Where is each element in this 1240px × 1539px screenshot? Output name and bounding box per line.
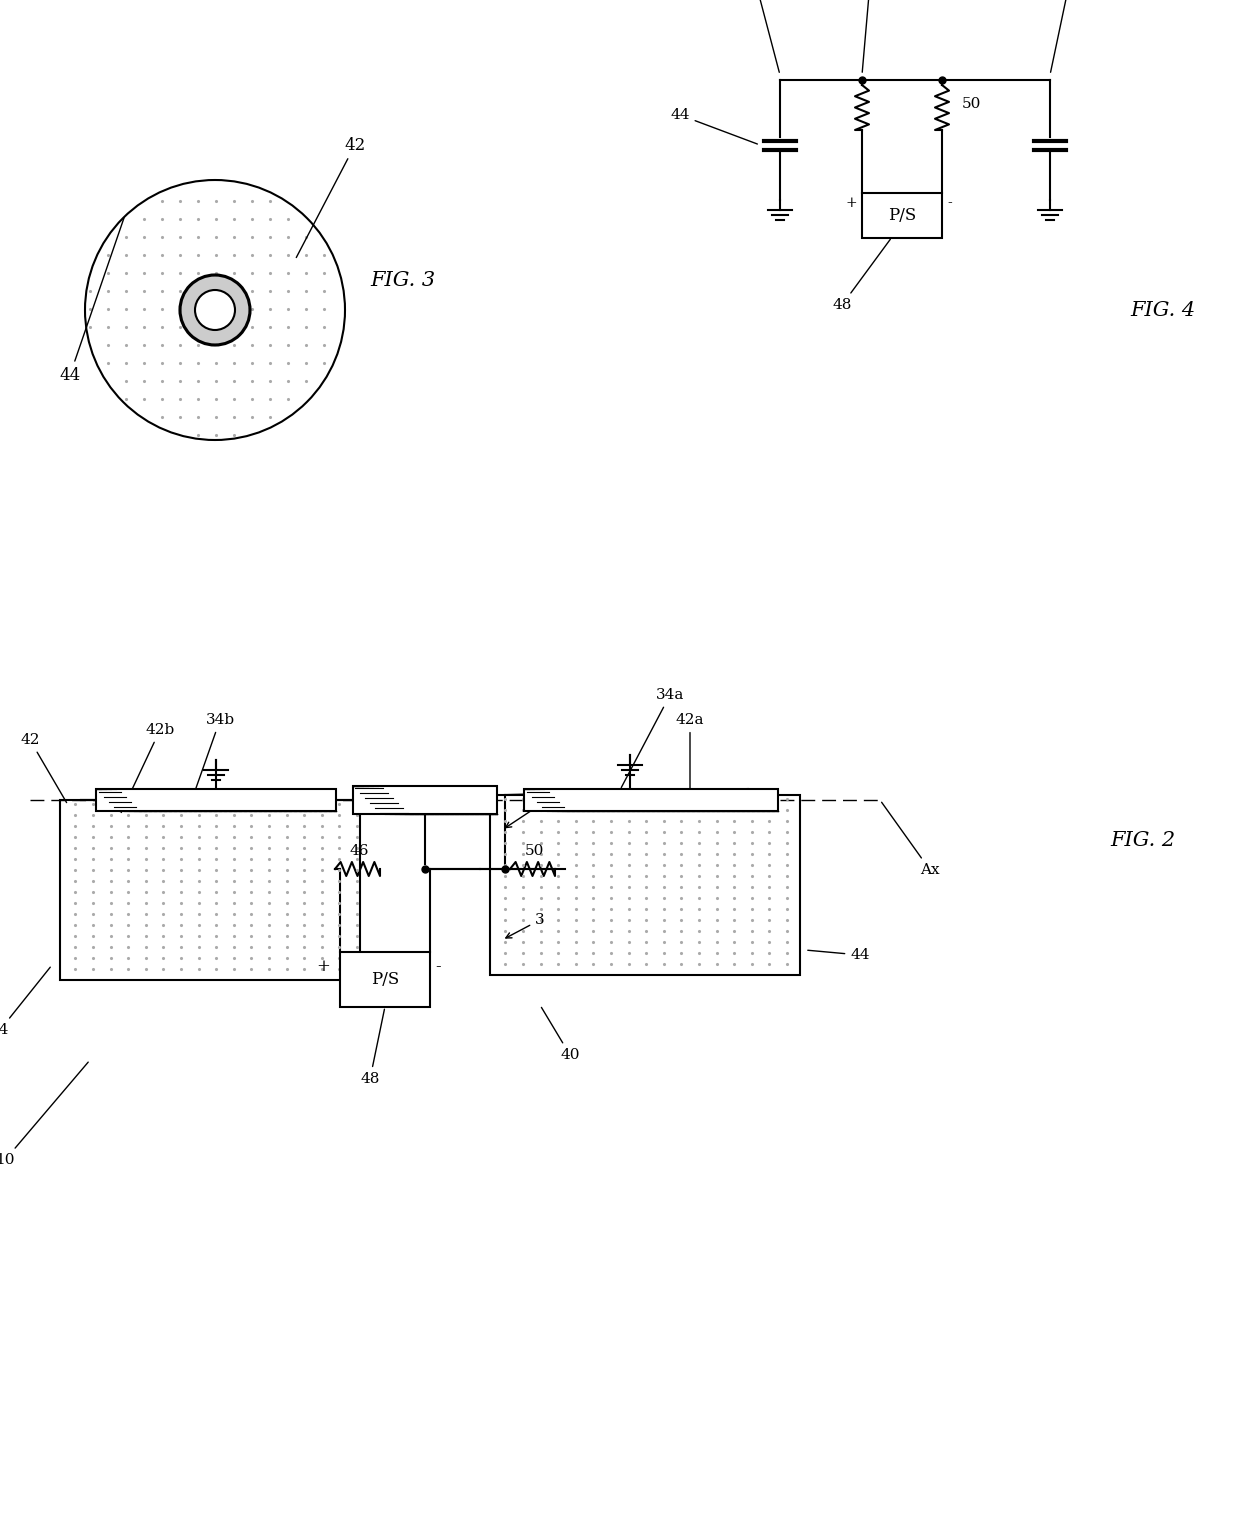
Bar xyxy=(95,790,336,811)
Text: 42a: 42a xyxy=(1050,0,1084,72)
Text: FIG. 2: FIG. 2 xyxy=(1110,831,1176,850)
Text: +: + xyxy=(316,957,330,976)
Text: 46: 46 xyxy=(862,0,882,72)
Text: P/S: P/S xyxy=(888,206,916,223)
Text: 40: 40 xyxy=(542,1008,580,1062)
Bar xyxy=(862,192,942,237)
Text: 3: 3 xyxy=(506,913,544,937)
Text: +: + xyxy=(846,195,857,209)
Text: 44: 44 xyxy=(60,217,124,383)
Text: -: - xyxy=(947,195,952,209)
Text: 44: 44 xyxy=(807,948,869,962)
Text: 42b: 42b xyxy=(740,0,779,72)
Text: 42b: 42b xyxy=(122,723,175,813)
Text: 34: 34 xyxy=(0,966,51,1037)
Text: 48: 48 xyxy=(832,239,890,312)
Circle shape xyxy=(195,289,236,329)
Bar xyxy=(490,796,800,976)
Bar xyxy=(353,786,497,814)
Circle shape xyxy=(86,180,345,440)
Text: 50: 50 xyxy=(525,843,544,859)
Text: 34a: 34a xyxy=(621,688,684,788)
Text: 42: 42 xyxy=(296,137,366,257)
Text: 42: 42 xyxy=(20,733,67,803)
Text: 48: 48 xyxy=(361,1010,384,1087)
Text: 10: 10 xyxy=(0,1062,88,1167)
Text: 3: 3 xyxy=(506,799,544,828)
Text: Ax: Ax xyxy=(882,802,940,877)
Text: 46: 46 xyxy=(350,843,370,859)
Text: -: - xyxy=(435,957,440,976)
Text: 42a: 42a xyxy=(676,713,704,808)
Text: P/S: P/S xyxy=(371,971,399,988)
Bar xyxy=(340,951,430,1007)
Bar xyxy=(60,800,360,980)
Circle shape xyxy=(180,275,250,345)
Text: 44: 44 xyxy=(671,108,758,145)
Text: FIG. 3: FIG. 3 xyxy=(370,271,435,289)
Bar xyxy=(525,790,779,811)
Text: 50: 50 xyxy=(962,97,981,111)
Text: FIG. 4: FIG. 4 xyxy=(1130,300,1195,320)
Text: 34b: 34b xyxy=(191,713,234,802)
